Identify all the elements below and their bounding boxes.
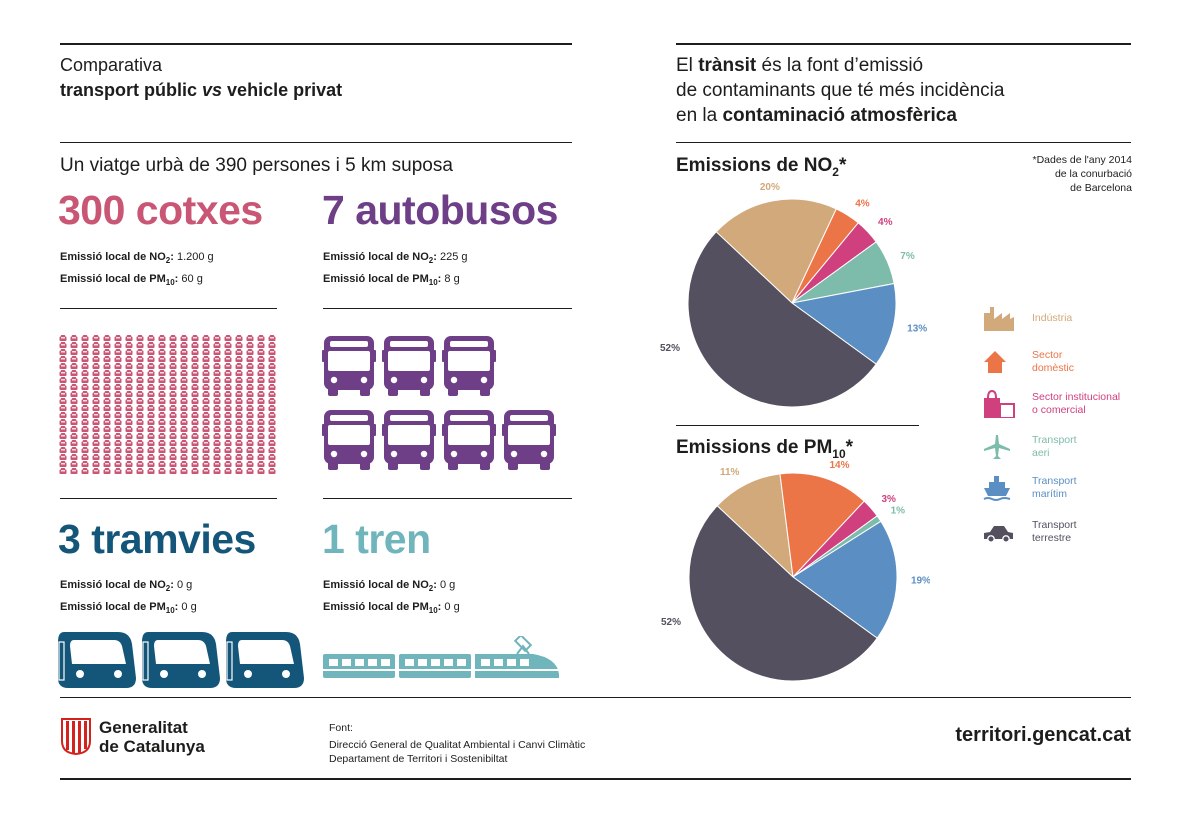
pm10-label-0: 11% <box>720 467 740 478</box>
rule-mid-left-b <box>323 498 572 499</box>
source-label: Font: <box>329 722 353 734</box>
rule-under-heading <box>60 142 572 143</box>
pm10-label-2: 3% <box>882 494 897 505</box>
no2-label-0: 20% <box>760 182 780 193</box>
trams-pictogram <box>57 631 305 689</box>
car-icon <box>982 518 1018 546</box>
legend-industria: Indústria <box>982 304 1142 332</box>
buses-stats: Emissió local de NO2: 225 g Emissió loca… <box>323 251 468 288</box>
website-link[interactable]: territori.gencat.cat <box>955 724 1131 746</box>
legend-sector-domestic: Sector domèstic <box>982 348 1142 376</box>
legend-transport-terrestre: Transport terrestre <box>982 518 1142 546</box>
pm10-slice-0 <box>716 473 794 579</box>
trams-title: 3 tramvies <box>58 516 256 562</box>
trams-stats: Emissió local de NO2: 0 g Emissió local … <box>60 579 197 616</box>
cars-stats: Emissió local de NO2: 1.200 g Emissió lo… <box>60 251 214 288</box>
rule-mid-left-a <box>60 498 277 499</box>
pm10-slice-5 <box>688 505 878 682</box>
train-title: 1 tren <box>322 516 431 562</box>
pm10-label-5: 52% <box>661 617 681 628</box>
ship-icon <box>982 474 1018 502</box>
generalitat-logo-text: Generalitat de Catalunya <box>99 718 205 756</box>
no2-slice-4 <box>790 282 897 365</box>
right-heading: El trànsit és la font d’emissió de conta… <box>676 55 1005 126</box>
heading-line1: Comparativa <box>60 55 163 75</box>
no2-label-4: 13% <box>907 324 927 335</box>
trip-description: Un viatge urbà de 390 persones i 5 km su… <box>60 155 453 176</box>
no2-label-3: 7% <box>900 251 915 262</box>
rule-right-under-heading <box>676 142 1131 143</box>
rule-between-charts <box>676 425 919 426</box>
legend-sector-institucional: Sector institucional o comercial <box>982 390 1142 418</box>
source-line2: Departament de Territori i Sostenibiltat <box>329 753 508 765</box>
footer-top-rule <box>60 697 1131 698</box>
airplane-icon <box>982 433 1018 461</box>
pm10-label-4: 19% <box>911 576 930 587</box>
data-note: *Dades de l'any 2014 de la conurbació de… <box>1032 154 1133 194</box>
no2-label-2: 4% <box>878 217 893 228</box>
train-stats: Emissió local de NO2: 0 g Emissió local … <box>323 579 460 616</box>
source-block: Font: Direcció General de Qualitat Ambie… <box>329 721 585 766</box>
legend-transport-maritim: Transport marítim <box>982 474 1142 502</box>
generalitat-logo-icon <box>61 718 91 755</box>
rule-cars <box>60 308 277 309</box>
top-rule-left <box>60 43 572 45</box>
no2-slice-5 <box>687 231 877 408</box>
no2-label-5: 52% <box>660 343 680 354</box>
no2-label-1: 4% <box>855 198 870 209</box>
shopping-bag-icon <box>982 390 1018 418</box>
no2-slice-0 <box>715 198 837 304</box>
house-icon <box>982 348 1018 376</box>
legend-transport-aeri: Transport aeri <box>982 433 1142 461</box>
rule-buses <box>323 308 572 309</box>
pm10-slice-1 <box>779 472 865 579</box>
factory-icon <box>982 304 1018 332</box>
no2-chart-title: Emissions de NO2* <box>676 155 847 179</box>
heading-line2: transport públic vs vehicle privat <box>60 80 343 100</box>
pm10-chart-title: Emissions de PM10* <box>676 437 854 461</box>
pm10-label-3: 1% <box>891 506 906 517</box>
cars-title: 300 cotxes <box>58 187 263 233</box>
comparison-heading: Comparativa transport públic vs vehicle … <box>60 53 342 103</box>
pm10-label-1: 14% <box>829 460 849 471</box>
top-rule-right <box>676 43 1131 45</box>
footer-bottom-rule <box>60 778 1131 780</box>
cars-pictogram <box>59 335 276 474</box>
train-pictogram <box>323 636 559 678</box>
pm10-slice-4 <box>792 520 898 639</box>
source-line1: Direcció General de Qualitat Ambiental i… <box>329 739 586 751</box>
no2-pie-chart: 20% 4% 4% 7% 13% 52% <box>660 182 927 408</box>
buses-pictogram <box>322 336 556 470</box>
pm10-pie-chart: 11% 14% 3%1% 19% 52% <box>661 460 930 682</box>
buses-title: 7 autobusos <box>322 187 558 233</box>
